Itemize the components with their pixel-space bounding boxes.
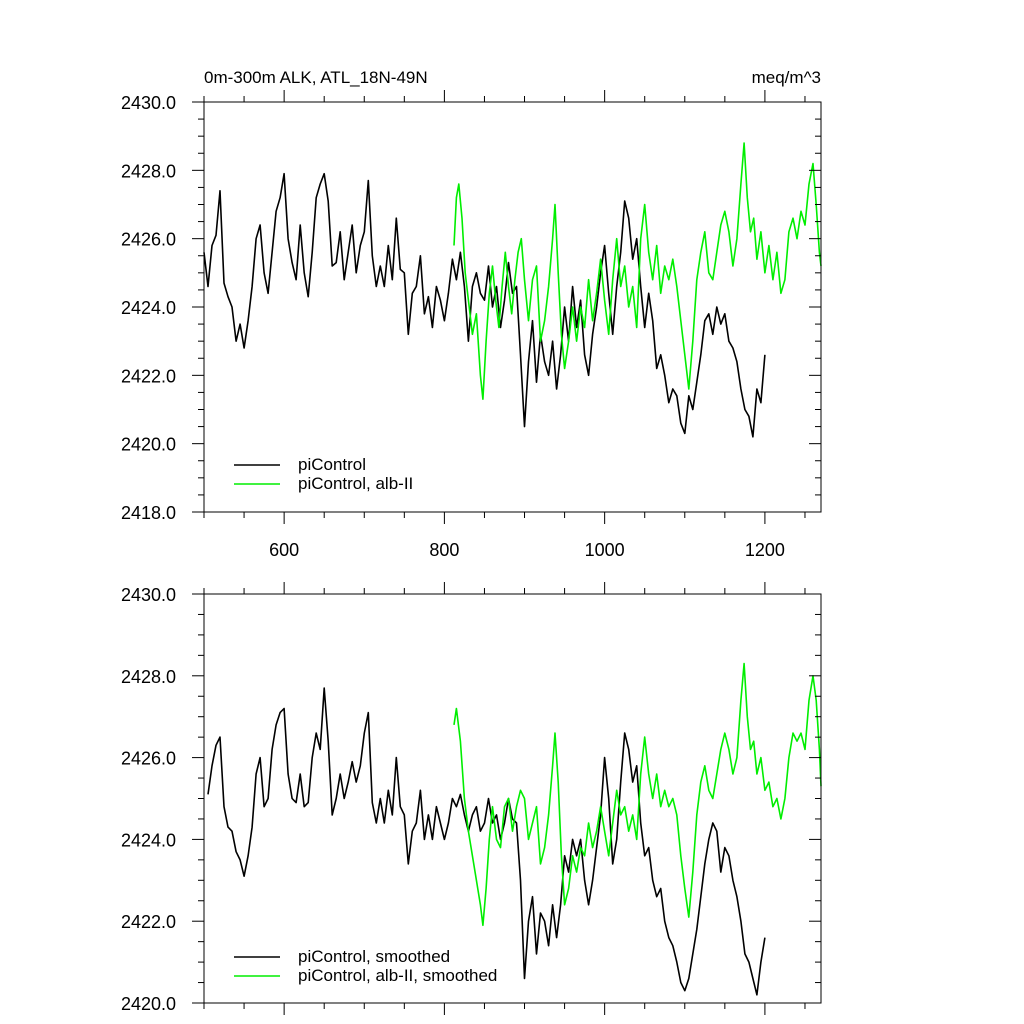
y-tick-label: 2430.0 — [121, 585, 176, 605]
x-tick-label: 600 — [269, 540, 299, 560]
top-panel: 600 800 1000 1200 2418.0 2420.0 2422.0 2424.0 24… — [121, 90, 822, 560]
y-tick-label: 2424.0 — [121, 830, 176, 850]
x-tick-label: 1200 — [745, 540, 785, 560]
legend-label: piControl — [298, 455, 366, 474]
series-line-black — [207, 687, 766, 996]
y-tick-label: 2420.0 — [121, 435, 176, 455]
chart-title: 0m-300m ALK, ATL_18N-49N — [204, 68, 428, 87]
x-tick-label: 800 — [429, 540, 459, 560]
x-tick-label: 1000 — [585, 540, 625, 560]
legend-label: piControl, alb-II, smoothed — [298, 966, 497, 985]
series-line-green — [453, 662, 822, 927]
y-tick-label: 2428.0 — [121, 161, 176, 181]
y-tick-label: 2422.0 — [121, 366, 176, 386]
series-line-black — [203, 172, 766, 438]
y-tick-label: 2422.0 — [121, 912, 176, 932]
legend-label: piControl, smoothed — [298, 947, 450, 966]
bottom-panel: 2420.0 2422.0 2424.0 2426.0 2428.0 2430.0 piCo… — [121, 582, 822, 1015]
y-tick-label: 2428.0 — [121, 667, 176, 687]
y-tick-label: 2426.0 — [121, 749, 176, 769]
y-tick-label: 2426.0 — [121, 230, 176, 250]
y-tick-label: 2430.0 — [121, 93, 176, 113]
y-tick-label: 2418.0 — [121, 503, 176, 523]
series-line-green — [453, 142, 822, 400]
units-label: meq/m^3 — [752, 68, 821, 87]
y-tick-label: 2424.0 — [121, 298, 176, 318]
y-tick-label: 2420.0 — [121, 994, 176, 1014]
legend-label: piControl, alb-II — [298, 474, 413, 493]
